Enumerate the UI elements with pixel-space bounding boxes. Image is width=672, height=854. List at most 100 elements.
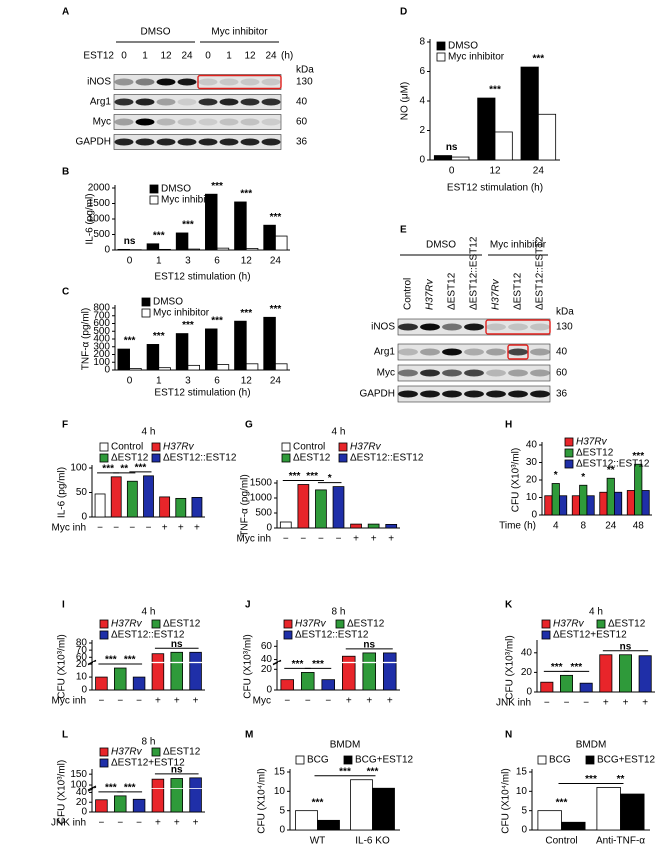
blot-band <box>464 348 484 356</box>
bar <box>245 363 259 371</box>
x-tick-label: 24 <box>605 521 617 532</box>
bar <box>619 654 632 693</box>
significance: *** <box>312 797 324 808</box>
legend-swatch <box>564 437 574 447</box>
bar <box>537 810 562 831</box>
panel-label: I <box>62 600 65 611</box>
blot-band <box>135 138 155 146</box>
bar <box>560 674 573 693</box>
legend-label: BCG <box>549 755 571 766</box>
x-tick-label: 4 <box>553 521 559 532</box>
blot-band <box>135 98 155 106</box>
y-tick-label: 20 <box>521 667 533 678</box>
x-axis-label: JNK inh <box>496 698 531 709</box>
significance: *** <box>489 85 501 96</box>
significance: ns <box>171 639 183 650</box>
significance: * <box>328 473 332 484</box>
y-axis-label: CFU (X10³/ml) <box>57 634 68 698</box>
legend-swatch <box>338 442 348 452</box>
bar <box>544 495 553 516</box>
bar <box>110 476 122 518</box>
significance: *** <box>124 655 136 666</box>
y-axis-label: IL-6 (pg/ml) <box>85 193 96 244</box>
blot-band <box>442 390 462 398</box>
x-axis-label: Myc <box>253 696 271 707</box>
y-tick-label: 0 <box>526 687 532 698</box>
blot-band <box>398 348 418 356</box>
x-tick-label: + <box>642 698 648 709</box>
blot-band <box>398 323 418 331</box>
lane-label: 1 <box>142 51 148 62</box>
chart-title: 8 h <box>332 607 346 618</box>
x-tick-label: 6 <box>214 256 220 267</box>
bar <box>614 491 623 516</box>
lane-label: 24 <box>181 51 193 62</box>
y-axis-label: CFU (X10³/ml) <box>57 760 68 824</box>
x-tick-label: 0 <box>127 376 133 387</box>
x-tick-label: Anti-TNF-α <box>596 836 645 847</box>
blot-band <box>114 138 134 146</box>
x-tick-label: 12 <box>241 376 253 387</box>
legend-swatch <box>564 448 574 458</box>
y-tick-label: 0 <box>521 825 527 836</box>
blot-band <box>508 369 528 377</box>
lane-label: H37Rv <box>491 278 502 310</box>
y-tick-label: 300 <box>93 341 110 352</box>
x-tick-label: − <box>283 534 289 545</box>
x-tick-label: + <box>193 818 199 829</box>
x-axis-label: JNK inh <box>51 818 86 829</box>
y-tick-label: 1500 <box>250 478 273 489</box>
kda-label: kDa <box>296 65 314 76</box>
lane-label: ΔEST12::EST12 <box>535 236 546 310</box>
blot-strip <box>113 94 282 110</box>
legend-label: Control <box>293 442 325 453</box>
bar <box>297 484 310 529</box>
bar <box>300 672 315 691</box>
legend-swatch <box>541 619 551 629</box>
y-tick-label: 8 <box>419 37 425 48</box>
x-tick-label: + <box>155 818 161 829</box>
blot-strip <box>397 343 551 361</box>
x-tick-label: − <box>136 818 142 829</box>
blot-band <box>486 348 506 356</box>
blot-band <box>198 118 218 126</box>
x-tick-label: + <box>366 696 372 707</box>
bar <box>263 224 276 251</box>
blot-band <box>198 98 218 106</box>
blot-band <box>177 138 197 146</box>
bar <box>571 495 580 516</box>
panel-label: A <box>62 7 69 18</box>
y-tick-label: 0 <box>81 685 87 696</box>
x-tick-label: 8 <box>580 521 586 532</box>
bar <box>275 363 288 371</box>
kda-value: 130 <box>296 77 313 88</box>
legend-label: BCG+EST12 <box>597 755 656 766</box>
x-tick-label: − <box>336 534 342 545</box>
significance: *** <box>556 797 568 808</box>
bar <box>275 235 288 251</box>
x-tick-label: + <box>388 534 394 545</box>
bar <box>146 243 160 251</box>
row-label: Arg1 <box>374 347 396 358</box>
group-label: DMSO <box>426 240 456 251</box>
legend-label: H37Rv <box>163 442 195 453</box>
panel-label: E <box>400 225 407 236</box>
group-label: Myc inhibitor <box>490 240 547 251</box>
blot-band <box>156 118 176 126</box>
y-tick-label: 40 <box>76 787 88 798</box>
significance: ns <box>620 641 632 652</box>
legend-label: DMSO <box>448 41 478 52</box>
y-tick-label: 500 <box>93 229 110 240</box>
panel-label: J <box>245 600 251 611</box>
x-tick-label: − <box>318 534 324 545</box>
lane-label: Control <box>403 278 414 310</box>
blot-band <box>420 323 440 331</box>
legend-swatch <box>99 758 109 768</box>
legend-swatch <box>99 747 109 757</box>
legend-label: ΔEST12 <box>111 453 149 464</box>
bar <box>641 490 650 516</box>
y-tick-label: 2 <box>419 125 425 136</box>
y-tick-label: 10 <box>526 492 538 503</box>
y-tick-label: 100 <box>70 780 87 791</box>
y-tick-label: 10 <box>516 786 528 797</box>
